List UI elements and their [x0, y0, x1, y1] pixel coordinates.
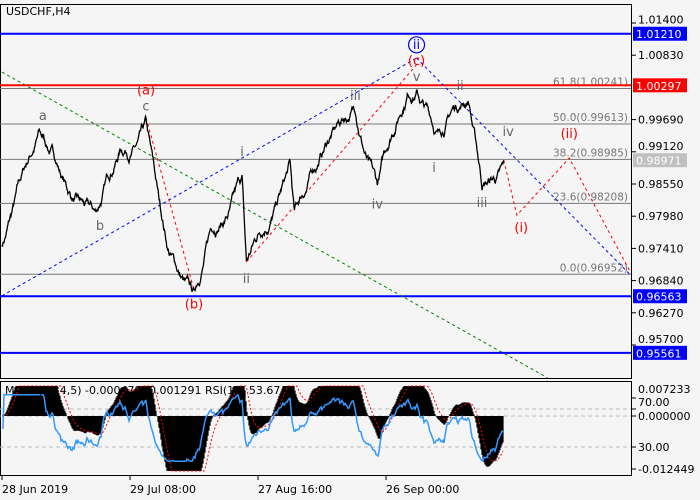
- wave-label-group: (b): [185, 297, 203, 312]
- level-price-label: 0.96563: [636, 291, 682, 304]
- indicator-tick-label: 70.00: [638, 396, 670, 409]
- wave-label: iii: [350, 89, 361, 104]
- wave-label-group: (ii): [561, 127, 578, 142]
- wave-label: ii: [243, 272, 250, 287]
- rsi-line: [2, 393, 504, 463]
- price-tick-label: 1.00830: [638, 49, 684, 62]
- indicator-tick-label: 30.00: [638, 441, 670, 454]
- wave-label: (i): [514, 221, 528, 236]
- level-price-tag: [633, 289, 687, 304]
- level-price-label: 1.00297: [636, 80, 682, 93]
- trend-line: [1, 57, 417, 297]
- indicator-header: MACD(5,34,5) -0.000479 -0.001291 RSI(14)…: [5, 384, 280, 397]
- date-tick-label: 29 Jul 08:00: [130, 483, 196, 496]
- wave-label-group: i: [240, 145, 244, 160]
- fib-level-label: 61.8(1.00241): [553, 76, 628, 88]
- indicator-tick-label: 0.000000: [638, 410, 691, 423]
- price-tick-label: 0.99120: [638, 140, 684, 153]
- main-pane: [0, 4, 632, 379]
- wave-label-group: c: [142, 100, 149, 115]
- wave-label: ii: [413, 38, 420, 53]
- trend-line: [503, 157, 631, 273]
- wave-circle: [407, 36, 426, 54]
- main-pane-frame: [0, 4, 632, 379]
- date-tick-label: 28 Jun 2019: [2, 483, 68, 496]
- trend-line: [416, 57, 631, 276]
- indicator-tick-label: 0.007233: [638, 383, 691, 396]
- level-price-tag: [633, 26, 687, 41]
- price-tick-label: 0.96270: [638, 307, 684, 320]
- date-tick-label: 27 Aug 16:00: [258, 483, 332, 496]
- wave-label-group: iv: [372, 197, 384, 212]
- chart-title: USDCHF,H4: [6, 5, 71, 18]
- fib-level-label: 50.0(0.99613): [553, 112, 628, 124]
- wave-label-group: ii: [407, 36, 426, 54]
- indicator-tick-label: -0.012449: [638, 463, 694, 476]
- macd-signal-line: [1, 385, 504, 472]
- price-line: [1, 89, 505, 293]
- wave-label-group: b: [96, 219, 104, 234]
- wave-label: (a): [137, 84, 155, 99]
- wave-label-group: ii: [457, 79, 464, 94]
- wave-label: (c): [408, 54, 425, 69]
- wave-label: ii: [457, 79, 464, 94]
- price-tick-label: 0.98550: [638, 178, 684, 191]
- wave-label-group: a: [39, 109, 47, 124]
- wave-label-group: iii: [350, 89, 361, 104]
- level-price-tag: [633, 78, 687, 93]
- trend-line: [246, 64, 417, 263]
- wave-label-group: v: [413, 70, 421, 85]
- wave-label: v: [413, 70, 421, 85]
- price-axis: 1.01400 1.00830 0.99690 0.99120 0.98550 0.979…: [631, 14, 684, 346]
- wave-label: c: [142, 100, 149, 115]
- price-tick-label: 0.96840: [638, 275, 684, 288]
- wave-label: (b): [185, 297, 203, 312]
- fib-level-label: 0.0(0.96952): [560, 262, 628, 274]
- wave-label-group: ii: [243, 272, 250, 287]
- wave-label: a: [39, 109, 47, 124]
- level-price-label: 0.98971: [636, 155, 682, 168]
- price-tick-label: 0.99690: [638, 114, 684, 127]
- date-axis: 28 Jun 2019 29 Jul 08:00 27 Aug 16:00 26 Se…: [1, 475, 459, 496]
- wave-label: b: [96, 219, 104, 234]
- date-tick-label: 26 Sep 00:00: [386, 483, 459, 496]
- wave-label: iii: [477, 196, 488, 211]
- price-tick-label: 0.95700: [638, 333, 684, 346]
- price-tick-label: 1.01400: [638, 14, 684, 27]
- price-tick-label: 0.97410: [638, 242, 684, 255]
- wave-label: iv: [503, 125, 515, 140]
- wave-label: iv: [372, 197, 384, 212]
- level-price-tag: [633, 345, 687, 360]
- trend-line: [1, 71, 548, 379]
- fib-level-label: 38.2(0.98985): [553, 147, 628, 159]
- wave-label-group: i: [432, 161, 436, 176]
- wave-label-group: (c): [408, 54, 425, 69]
- fib-level-label: 23.6(0.98208): [553, 191, 628, 203]
- price-tick-label: 0.97980: [638, 210, 684, 223]
- level-price-tag: [633, 153, 687, 168]
- horizontal-levels: 1.01210 1.00297 0.96563 0.95561 0.98971: [0, 26, 687, 360]
- wave-label-group: (a): [137, 84, 155, 99]
- wave-label-group: (i): [514, 221, 528, 236]
- wave-label-group: iv: [503, 125, 515, 140]
- wave-label: i: [240, 145, 244, 160]
- wave-label: i: [432, 161, 436, 176]
- wave-label-group: iii: [477, 196, 488, 211]
- trend-lines: [1, 57, 631, 379]
- price-series: [1, 89, 505, 293]
- level-price-label: 1.01210: [636, 28, 682, 41]
- level-price-label: 0.95561: [636, 347, 682, 360]
- wave-label: (ii): [561, 127, 578, 142]
